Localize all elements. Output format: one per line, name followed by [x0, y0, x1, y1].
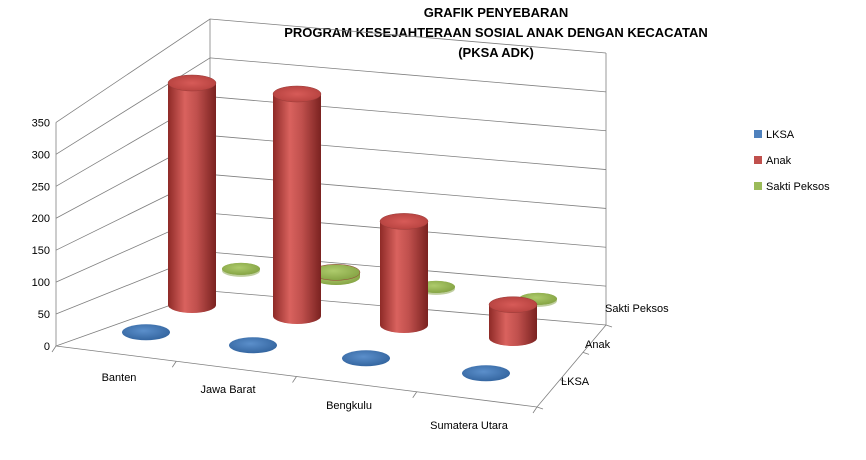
x-tick-mark [412, 391, 418, 398]
chart-title-line-1: GRAFIK PENYEBARAN [424, 5, 568, 20]
depth-tick-mark [536, 406, 544, 410]
bar-Anak-Jawa Barat [272, 85, 322, 324]
bar-LKSA-Sumatera Utara [462, 365, 510, 382]
depth-tick-mark [559, 379, 567, 383]
y-tick-label: 50 [38, 309, 50, 321]
bar-disc [342, 350, 390, 367]
bar-Sakti Peksos-Jawa Barat [311, 264, 361, 285]
bar-Anak-Sumatera Utara [488, 296, 538, 346]
depth-tick-mark [605, 324, 613, 328]
legend-label: LKSA [766, 129, 795, 141]
depth-axis-labels: LKSA Anak Sakti Peksos [561, 303, 669, 388]
y-axis-ticks: 0 50 100 150 200 250 300 350 [32, 117, 50, 353]
legend-swatch [754, 130, 762, 138]
bar-body [273, 94, 321, 324]
legend-item-Anak: Anak [754, 155, 792, 167]
bar-LKSA-Banten [122, 324, 170, 341]
gridline-300 [55, 57, 607, 155]
chart-title: GRAFIK PENYEBARAN PROGRAM KESEJAHTERAAN … [284, 5, 707, 60]
bar-body [380, 221, 428, 333]
depth-tick-mark [582, 351, 590, 355]
bar-top [272, 85, 322, 103]
x-tick-label: Banten [102, 372, 137, 384]
legend: LKSA Anak Sakti Peksos [754, 129, 830, 193]
legend-swatch [754, 182, 762, 190]
y-tick-label: 250 [32, 181, 50, 193]
gridline-250 [55, 96, 607, 187]
legend-label: Anak [766, 155, 792, 167]
legend-item-Sakti Peksos: Sakti Peksos [754, 181, 830, 193]
legend-label: Sakti Peksos [766, 181, 830, 193]
legend-item-LKSA: LKSA [754, 129, 795, 141]
y-tick-label: 150 [32, 245, 50, 257]
bar-disc [462, 365, 510, 382]
chart-title-line-2: PROGRAM KESEJAHTERAAN SOSIAL ANAK DENGAN… [284, 25, 707, 40]
x-tick-label: Sumatera Utara [430, 420, 509, 432]
chart-title-line-3: (PKSA ADK) [458, 45, 534, 60]
gridline-200 [55, 135, 607, 219]
x-tick-label: Bengkulu [326, 400, 372, 412]
bar-top [488, 296, 538, 313]
depth-tick-label: Anak [585, 339, 611, 351]
y-tick-label: 0 [44, 341, 50, 353]
bar-disc-top [222, 262, 260, 275]
y-tick-label: 300 [32, 149, 50, 161]
bar-body [489, 304, 537, 346]
bar-top [167, 74, 217, 92]
bar-body [168, 83, 216, 313]
bar-top [379, 213, 429, 230]
bar-Sakti Peksos-Banten [222, 262, 260, 277]
x-tick-mark [51, 345, 57, 353]
bar-Anak-Banten [167, 74, 217, 313]
bar-disc [122, 324, 170, 341]
bar-LKSA-Jawa Barat [229, 337, 277, 354]
y-tick-label: 350 [32, 117, 50, 129]
depth-tick-label: LKSA [561, 376, 590, 388]
bar-disc [229, 337, 277, 354]
legend-swatch [754, 156, 762, 164]
y-tick-label: 100 [32, 277, 50, 289]
bars [122, 74, 557, 382]
x-tick-mark [292, 376, 297, 383]
x-tick-label: Jawa Barat [200, 384, 255, 396]
bar-Anak-Bengkulu [379, 213, 429, 333]
gridline-150 [55, 174, 607, 251]
y-tick-label: 200 [32, 213, 50, 225]
x-axis-labels: Banten Jawa Barat Bengkulu Sumatera Utara [102, 372, 509, 432]
x-tick-mark [171, 361, 177, 368]
x-tick-mark [532, 406, 538, 414]
plot-floor [51, 324, 613, 414]
depth-tick-label: Sakti Peksos [605, 303, 669, 315]
bar-LKSA-Bengkulu [342, 350, 390, 367]
